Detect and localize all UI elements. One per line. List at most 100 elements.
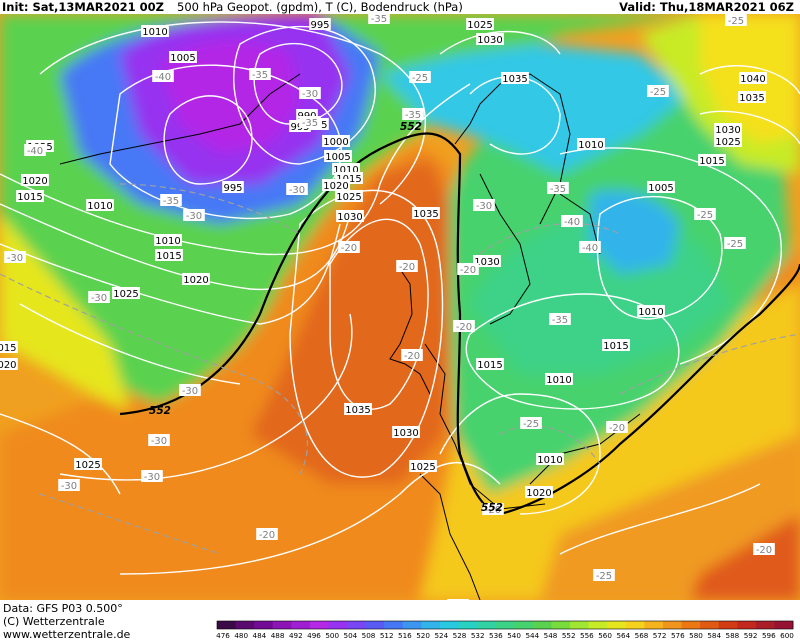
colorbar-swatch bbox=[551, 621, 571, 629]
temperature-label: -25 bbox=[447, 599, 469, 600]
pressure-label: 1010 bbox=[577, 138, 605, 151]
svg-text:-25: -25 bbox=[697, 210, 713, 221]
svg-text:1015: 1015 bbox=[477, 360, 502, 371]
svg-text:1030: 1030 bbox=[474, 257, 499, 268]
svg-text:995: 995 bbox=[223, 183, 242, 194]
temperature-label: -25 bbox=[647, 85, 669, 98]
colorbar-tick-label: 600 bbox=[780, 631, 794, 640]
temperature-label: -35 bbox=[299, 116, 321, 129]
colorbar-swatch bbox=[681, 621, 701, 629]
colorbar-tick-label: 572 bbox=[653, 631, 667, 640]
colorbar-tick-label: 500 bbox=[325, 631, 339, 640]
colorbar-swatch bbox=[570, 621, 590, 629]
pressure-label: 1015 bbox=[16, 190, 44, 203]
svg-text:1010: 1010 bbox=[537, 455, 562, 466]
colorbar-swatch bbox=[235, 621, 255, 629]
colorbar-tick-label: 568 bbox=[635, 631, 649, 640]
colorbar-tick-label: 580 bbox=[689, 631, 703, 640]
pressure-label: 1000 bbox=[322, 135, 350, 148]
valid-time: Valid: Thu,18MAR2021 06Z bbox=[619, 0, 794, 14]
temperature-label: -40 bbox=[152, 70, 174, 83]
svg-text:552: 552 bbox=[481, 502, 503, 514]
pressure-label: 1010 bbox=[536, 453, 564, 466]
pressure-label: 1005 bbox=[647, 181, 675, 194]
pressure-label: 1040 bbox=[739, 72, 767, 85]
svg-text:1035: 1035 bbox=[345, 405, 370, 416]
colorbar-swatch bbox=[514, 621, 534, 629]
svg-text:-20: -20 bbox=[609, 423, 625, 434]
colorbar-tick-label: 564 bbox=[616, 631, 630, 640]
svg-text:1035: 1035 bbox=[739, 93, 764, 104]
svg-text:015: 015 bbox=[0, 343, 17, 354]
svg-text:-40: -40 bbox=[582, 243, 598, 254]
svg-text:-35: -35 bbox=[163, 196, 179, 207]
pressure-label: 020 bbox=[0, 358, 18, 371]
colorbar-swatch bbox=[700, 621, 720, 629]
init-time: Init: Sat,13MAR2021 00Z bbox=[2, 0, 164, 14]
geopotential-label: 552 bbox=[149, 405, 171, 417]
temperature-label: -30 bbox=[179, 384, 201, 397]
colorbar-swatch bbox=[384, 621, 404, 629]
colorbar-tick-label: 548 bbox=[544, 631, 558, 640]
svg-text:1005: 1005 bbox=[170, 53, 195, 64]
temperature-label: -30 bbox=[299, 87, 321, 100]
temperature-label: -20 bbox=[396, 260, 418, 273]
svg-text:-40: -40 bbox=[564, 217, 580, 228]
colorbar-frame bbox=[216, 620, 794, 630]
colorbar-tick-label: 528 bbox=[453, 631, 467, 640]
colorbar-swatch bbox=[272, 621, 292, 629]
map-header: Init: Sat,13MAR2021 00Z 500 hPa Geopot. … bbox=[0, 0, 800, 14]
colorbar-tick-label: 584 bbox=[707, 631, 721, 640]
svg-text:1020: 1020 bbox=[183, 275, 208, 286]
temperature-label: -35 bbox=[160, 194, 182, 207]
svg-text:-30: -30 bbox=[289, 185, 305, 196]
data-source-credit: Data: GFS P03 0.500° bbox=[3, 602, 123, 615]
temperature-label: -30 bbox=[183, 209, 205, 222]
svg-text:-40: -40 bbox=[155, 72, 171, 83]
pressure-label: 1035 bbox=[501, 72, 529, 85]
pressure-label: 1015 bbox=[476, 358, 504, 371]
svg-text:1010: 1010 bbox=[87, 201, 112, 212]
temperature-label: -25 bbox=[409, 71, 431, 84]
temperature-label: -25 bbox=[724, 237, 746, 250]
zone-darkorange bbox=[250, 159, 455, 484]
svg-text:-20: -20 bbox=[259, 530, 275, 541]
svg-text:-30: -30 bbox=[302, 89, 318, 100]
colorbar-swatch bbox=[217, 621, 236, 629]
svg-text:1025: 1025 bbox=[75, 460, 100, 471]
svg-text:-20: -20 bbox=[485, 505, 501, 516]
pressure-label: 1035 bbox=[412, 207, 440, 220]
svg-text:1030: 1030 bbox=[477, 35, 502, 46]
svg-text:-35: -35 bbox=[252, 70, 268, 81]
svg-text:-20: -20 bbox=[399, 262, 415, 273]
pressure-label: 1010 bbox=[141, 25, 169, 38]
svg-text:1015: 1015 bbox=[17, 192, 42, 203]
isobars bbox=[0, 21, 800, 575]
svg-text:1010: 1010 bbox=[155, 236, 180, 247]
colorbar-tick-label: 516 bbox=[398, 631, 412, 640]
svg-text:1025: 1025 bbox=[715, 137, 740, 148]
svg-text:1025: 1025 bbox=[336, 192, 361, 203]
colorbar-tick-label: 544 bbox=[525, 631, 539, 640]
pressure-label: 1025 bbox=[74, 458, 102, 471]
map-footer: Data: GFS P03 0.500° (C) Wetterzentrale … bbox=[0, 600, 800, 642]
colorbar-tick-label: 496 bbox=[307, 631, 321, 640]
colorbar-tick-label: 552 bbox=[562, 631, 576, 640]
colorbar-tick-label: 504 bbox=[344, 631, 358, 640]
colorbar-swatch bbox=[328, 621, 348, 629]
svg-text:1030: 1030 bbox=[393, 428, 418, 439]
colorbar-swatch bbox=[309, 621, 329, 629]
temperature-label: -25 bbox=[520, 417, 542, 430]
colorbar-tick-label: 488 bbox=[271, 631, 285, 640]
colorbar-swatch bbox=[477, 621, 497, 629]
pressure-label: 1020 bbox=[182, 273, 210, 286]
pressure-label: 1005 bbox=[169, 51, 197, 64]
colorbar-tick-label: 540 bbox=[507, 631, 521, 640]
svg-text:1025: 1025 bbox=[410, 462, 435, 473]
colorbar-swatch bbox=[347, 621, 367, 629]
colorbar-swatch bbox=[254, 621, 274, 629]
temperature-label: -25 bbox=[593, 569, 615, 582]
svg-text:1020: 1020 bbox=[22, 176, 47, 187]
colorbar-tick-label: 508 bbox=[362, 631, 376, 640]
svg-text:1005: 1005 bbox=[325, 152, 350, 163]
